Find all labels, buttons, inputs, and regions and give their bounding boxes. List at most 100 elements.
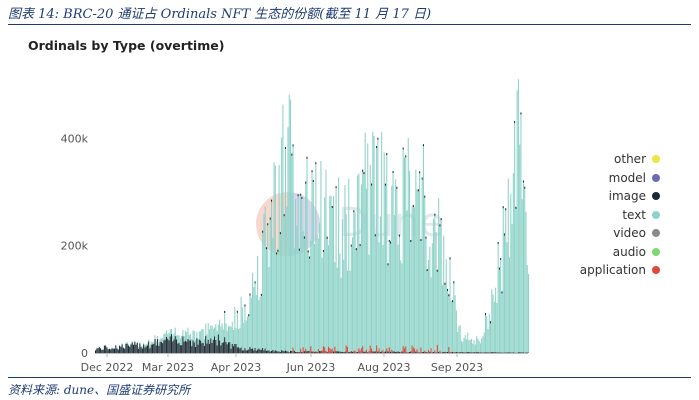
bar-text xyxy=(408,170,411,352)
bar-application xyxy=(412,347,414,353)
bar-application xyxy=(411,345,413,353)
bar-text xyxy=(472,343,474,353)
bar-image xyxy=(220,345,222,353)
bar-text xyxy=(220,326,222,346)
legend-item-video[interactable]: video xyxy=(560,224,660,243)
bar-text xyxy=(306,158,308,352)
bar-text xyxy=(430,277,432,353)
bar-text xyxy=(484,314,487,353)
bar-image xyxy=(244,348,246,353)
bar-text xyxy=(254,282,256,348)
legend-item-application[interactable]: application xyxy=(560,261,660,280)
bar-text xyxy=(322,251,324,352)
bar-text xyxy=(206,334,208,344)
bar-text xyxy=(469,339,471,353)
bar-image-cap xyxy=(262,230,264,233)
bar-image-cap xyxy=(303,236,305,239)
bar-image xyxy=(295,351,297,353)
bar-image-cap xyxy=(224,310,226,313)
bar-image xyxy=(219,340,221,353)
bar-image xyxy=(178,342,180,353)
legend-item-text[interactable]: text xyxy=(560,206,660,225)
bar-image xyxy=(357,351,359,353)
bar-image xyxy=(141,348,143,353)
bar-image-cap xyxy=(315,162,317,165)
bar-image xyxy=(117,349,119,353)
bar-image-cap xyxy=(436,269,438,272)
bar-text xyxy=(272,237,274,350)
legend-label: application xyxy=(579,263,646,278)
bar-image xyxy=(320,351,322,353)
bar-image-cap xyxy=(449,257,451,260)
bar-text xyxy=(393,214,395,352)
legend-item-image[interactable]: image xyxy=(560,187,660,206)
legend-item-other[interactable]: other xyxy=(560,150,660,169)
bar-image xyxy=(187,338,189,353)
bar-text xyxy=(512,173,514,353)
bar-text xyxy=(387,264,389,352)
bar-image xyxy=(343,352,345,353)
bar-image-cap xyxy=(490,321,492,324)
bar-text xyxy=(127,344,129,346)
bar-image xyxy=(293,350,295,353)
bar-text xyxy=(383,152,385,353)
bar-image xyxy=(340,351,342,353)
bar-image xyxy=(395,351,397,353)
bar-image xyxy=(429,351,431,353)
bar-image xyxy=(336,351,338,353)
bar-image-cap xyxy=(425,236,427,239)
bar-text xyxy=(417,190,419,353)
bar-image xyxy=(127,345,129,353)
bar-image xyxy=(441,352,443,353)
bar-text xyxy=(221,323,223,343)
bar-application xyxy=(369,345,371,353)
bar-image xyxy=(491,351,493,353)
bar-image xyxy=(113,348,116,353)
bar-text xyxy=(178,335,180,343)
bar-text xyxy=(344,185,346,352)
bar-text xyxy=(115,344,117,346)
bar-image xyxy=(453,352,455,353)
bar-text xyxy=(255,294,257,351)
bar-image xyxy=(462,352,464,353)
bar-text xyxy=(321,257,323,352)
bar-text xyxy=(368,254,370,352)
bar-text xyxy=(163,334,165,341)
bar-image xyxy=(279,351,281,353)
bar-text xyxy=(468,340,470,352)
bar-image xyxy=(398,351,400,353)
bar-text xyxy=(491,289,493,352)
legend-item-audio[interactable]: audio xyxy=(560,243,660,262)
legend-swatch xyxy=(652,229,660,238)
bar-image xyxy=(417,352,419,353)
bar-text xyxy=(458,326,460,353)
bar-text xyxy=(219,319,221,341)
bar-text xyxy=(192,330,194,341)
bar-image xyxy=(138,348,140,353)
bar-text xyxy=(205,323,207,337)
bar-text xyxy=(326,238,328,352)
bar-image xyxy=(283,351,285,353)
bar-text xyxy=(500,259,502,353)
bar-text xyxy=(135,343,137,345)
bar-image-cap xyxy=(402,147,404,150)
legend-label: other xyxy=(614,152,646,167)
bar-image xyxy=(149,348,151,353)
bar-text xyxy=(376,147,378,353)
bar-image xyxy=(111,348,113,353)
bar-text xyxy=(250,297,252,349)
x-tick-label: Sep 2023 xyxy=(431,361,483,374)
bar-image xyxy=(267,350,269,353)
bar-text xyxy=(487,329,489,353)
bar-image xyxy=(159,341,161,353)
bar-image-cap xyxy=(249,293,251,296)
legend-item-model[interactable]: model xyxy=(560,169,660,188)
bar-image xyxy=(422,351,424,353)
bar-text xyxy=(373,135,375,352)
bar-text xyxy=(186,332,188,342)
bar-text xyxy=(345,214,347,351)
bar-image xyxy=(496,352,498,353)
bar-image xyxy=(248,349,250,353)
bar-text xyxy=(367,143,369,353)
